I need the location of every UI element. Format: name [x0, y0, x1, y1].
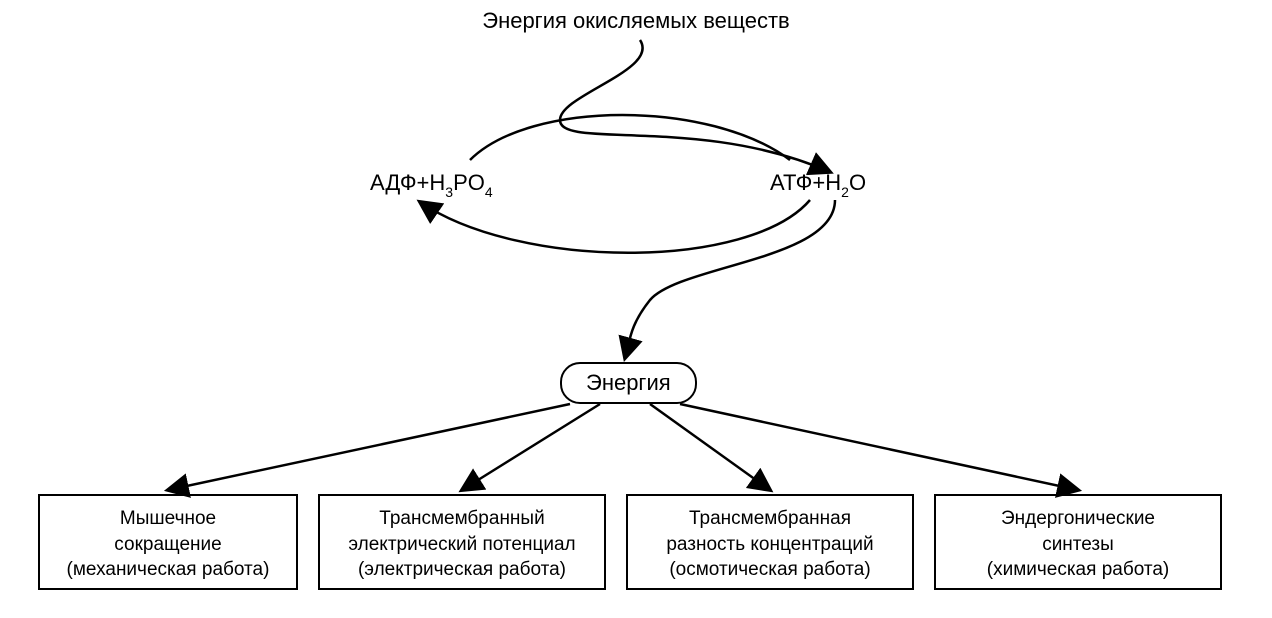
out3-line-1: разность концентраций — [666, 534, 873, 555]
edge-energy-to-out4 — [680, 404, 1078, 490]
edge-title-to-atp — [560, 40, 830, 172]
atp-part-1: + — [812, 170, 825, 195]
out1-line-1: сокращение — [114, 534, 221, 555]
adp-part-2: H — [429, 170, 445, 195]
atp-part-2: H — [825, 170, 841, 195]
out4-line-2: (химическая работа) — [987, 559, 1170, 580]
out4-line-1: синтезы — [1042, 534, 1114, 555]
adp-part-4: PO — [453, 170, 485, 195]
node-out-chemical: Эндергонические синтезы (химическая рабо… — [934, 494, 1222, 590]
node-out-osmotic: Трансмембранная разность концентраций (о… — [626, 494, 914, 590]
out3-line-0: Трансмембранная — [689, 508, 851, 529]
adp-part-3: 3 — [445, 184, 453, 200]
out3-line-2: (осмотическая работа) — [669, 559, 870, 580]
edge-atp-to-adp-bottom — [420, 200, 810, 253]
node-out-electric: Трансмембранный электрический потенциал … — [318, 494, 606, 590]
adp-part-0: АДФ — [370, 170, 417, 195]
out1-line-2: (механическая работа) — [67, 559, 270, 580]
out2-line-2: (электрическая работа) — [358, 559, 566, 580]
atp-part-3: 2 — [841, 184, 849, 200]
node-out-muscle: Мышечное сокращение (механическая работа… — [38, 494, 298, 590]
adp-part-1: + — [417, 170, 430, 195]
atp-part-0: АТФ — [770, 170, 812, 195]
adp-part-5: 4 — [485, 184, 493, 200]
edge-energy-to-out3 — [650, 404, 770, 490]
atp-part-4: O — [849, 170, 866, 195]
node-adp: АДФ+H3PO4 — [370, 170, 493, 198]
edge-energy-to-out2 — [462, 404, 600, 490]
node-energy: Энергия — [560, 362, 697, 404]
edge-energy-to-out1 — [168, 404, 570, 490]
out2-line-0: Трансмембранный — [379, 508, 544, 529]
edge-adp-to-atp-top — [470, 115, 790, 160]
out2-line-1: электрический потенциал — [348, 534, 575, 555]
edge-atp-to-energy — [625, 200, 835, 358]
out4-line-0: Эндергонические — [1001, 508, 1155, 529]
out1-line-0: Мышечное — [120, 508, 216, 529]
diagram-title: Энергия окисляемых веществ — [0, 8, 1272, 34]
node-atp: АТФ+H2O — [770, 170, 866, 198]
diagram-canvas: Энергия окисляемых веществ АДФ+H3PO4 АТФ… — [0, 0, 1272, 618]
